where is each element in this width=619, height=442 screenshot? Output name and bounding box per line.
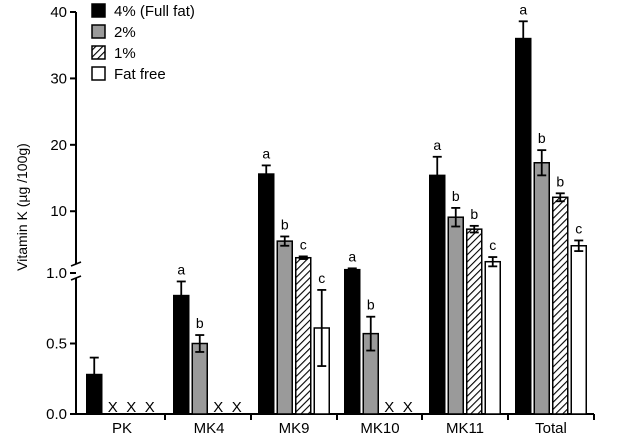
not-detected-marker: X (126, 399, 136, 416)
y-tick-label: 20 (50, 137, 67, 154)
x-tick-label: MK9 (279, 420, 310, 437)
legend-swatch (91, 24, 106, 39)
legend-label: 2% (114, 24, 136, 41)
not-detected-marker: X (213, 399, 223, 416)
bar-2- (447, 216, 464, 415)
bar-4-full-fat- (173, 294, 190, 415)
not-detected-marker: X (145, 399, 155, 416)
x-tick-label: Total (535, 420, 567, 437)
bar-2- (533, 162, 550, 415)
axes: 10 20 30 40 0.0 0.5 1.0 (46, 4, 595, 423)
significance-letter: a (433, 137, 441, 153)
significance-letter: b (196, 315, 204, 331)
not-detected-marker: X (403, 399, 413, 416)
legend-swatch (91, 3, 106, 18)
axis-break-mark (70, 261, 82, 267)
not-detected-marker: X (108, 399, 118, 416)
bar-4-full-fat- (258, 173, 275, 415)
y-tick-label: 0.5 (46, 336, 67, 353)
significance-letter: c (318, 270, 325, 286)
x-tick-label: MK10 (360, 420, 399, 437)
significance-letter: c (300, 236, 307, 252)
y-tick-label: 1.0 (46, 265, 67, 282)
legend-label: 4% (Full fat) (114, 3, 195, 20)
bars (86, 20, 587, 415)
x-tick-label: MK4 (194, 420, 225, 437)
significance-letter: b (470, 206, 478, 222)
y-tick-label: 30 (50, 70, 67, 87)
significance-letter: b (281, 216, 289, 232)
y-axis-title: Vitamin K (µg /100g) (14, 143, 30, 271)
bar-4-full-fat- (429, 174, 446, 415)
bar-1- (466, 228, 483, 415)
significance-letter: a (177, 261, 185, 277)
not-detected-marker: X (232, 399, 242, 416)
bar-1- (552, 196, 569, 415)
bar-4-full-fat- (344, 268, 361, 415)
y-tick-label: 0.0 (46, 406, 67, 423)
bar-fat-free (570, 245, 587, 415)
significance-letter: b (452, 188, 460, 204)
bar-2- (276, 240, 293, 415)
x-tick-label: PK (112, 420, 132, 437)
x-tick-label: MK11 (446, 420, 484, 437)
significance-letter: b (556, 173, 564, 189)
legend-label: 1% (114, 45, 136, 62)
bar-2- (191, 342, 208, 415)
significance-letter: b (367, 297, 375, 313)
significance-letter: a (348, 248, 356, 264)
legend-swatch (91, 66, 106, 81)
significance-letter: c (489, 237, 496, 253)
bar-4-full-fat- (515, 37, 532, 415)
not-detected-marker: X (384, 399, 394, 416)
legend: 4% (Full fat) 2% 1% Fat free (91, 3, 195, 83)
significance-letter: a (262, 145, 270, 161)
bar-1- (295, 256, 312, 415)
axis-break-mark (70, 275, 82, 281)
legend-swatch (91, 45, 106, 60)
significance-letter: a (519, 1, 527, 17)
legend-label: Fat free (114, 66, 166, 83)
significance-letter: b (538, 130, 546, 146)
bar-fat-free (484, 260, 501, 415)
y-tick-label: 40 (50, 4, 67, 21)
y-tick-label: 10 (50, 203, 67, 220)
significance-letter: c (575, 220, 582, 236)
